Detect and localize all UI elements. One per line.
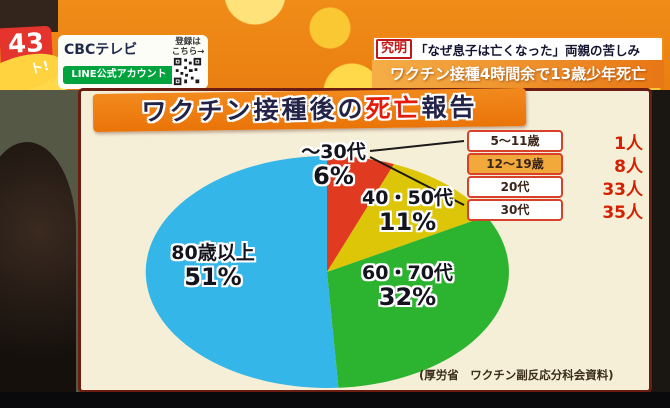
register-line2: こちら→	[171, 47, 205, 57]
line-account-label: LINE公式アカウント	[63, 66, 175, 84]
age-breakdown-table: 5〜11歳 1人 12〜19歳 8人 20代 33人 30代 35人	[467, 130, 647, 223]
death-count: 8人	[614, 156, 643, 177]
table-row: 5〜11歳 1人	[467, 130, 647, 154]
table-row: 20代 33人	[467, 176, 647, 200]
slice-name: 40・50代	[362, 187, 453, 209]
program-logo-text: ト!	[28, 58, 51, 78]
slice-percent: 32%	[378, 283, 437, 311]
slice-label-under30: 〜30代 6%	[286, 141, 381, 189]
slice-name: 60・70代	[362, 262, 453, 284]
slice-name: 〜30代	[301, 141, 366, 163]
qr-code	[172, 56, 203, 87]
news-headline-box: 究明 「なぜ息子は亡くなった」両親の苦しみ ワクチン接種4時間余で13歳少年死亡	[372, 36, 664, 90]
register-label: 登録は こちら→	[170, 37, 206, 57]
table-row: 12〜19歳 8人	[467, 153, 647, 177]
chart-title-pre: ワクチン接種後の	[141, 94, 366, 127]
death-count: 1人	[614, 133, 643, 154]
news-headline: 「なぜ息子は亡くなった」両親の苦しみ	[415, 42, 641, 58]
pie-slice-80plus	[145, 156, 339, 388]
news-tag: 究明	[376, 39, 413, 59]
slice-percent: 6%	[313, 162, 354, 190]
cbc-line-panel: CBCテレビ LINE公式アカウント 登録は こちら→	[58, 35, 208, 89]
broadcast-header: 43 ト! CBCテレビ LINE公式アカウント 登録は こちら→	[0, 0, 670, 100]
chart-title-highlight: 死亡	[365, 93, 422, 124]
slice-percent: 51%	[184, 263, 242, 291]
cbc-station-label: CBCテレビ	[64, 42, 138, 58]
age-range-label: 30代	[467, 199, 563, 221]
chart-title-post: 報告	[421, 92, 478, 123]
death-count: 35人	[602, 202, 643, 223]
age-range-label: 5〜11歳	[467, 130, 563, 152]
pie-slice-60-70	[327, 216, 509, 388]
register-line1: 登録は	[175, 37, 201, 47]
chart-title: ワクチン接種後の死亡報告	[92, 87, 527, 133]
slice-label-60-70: 60・70代 32%	[355, 262, 460, 310]
age-range-label: 12〜19歳	[467, 153, 563, 175]
slice-label-40-50: 40・50代 11%	[355, 187, 460, 235]
news-row-top: 究明 「なぜ息子は亡くなった」両親の苦しみ	[372, 36, 664, 60]
data-source-note: (厚労省 ワクチン副反応分科会資料)	[419, 368, 614, 382]
table-row: 30代 35人	[467, 199, 647, 223]
death-count: 33人	[602, 179, 643, 200]
slice-label-80plus: 80歳以上 51%	[157, 242, 269, 290]
person-silhouette	[0, 142, 76, 394]
infographic-panel: ワクチン接種後の死亡報告 〜30代 6% 40・50代 11% 60・70代 3…	[78, 87, 652, 393]
tv-bezel	[0, 392, 670, 408]
slice-percent: 11%	[378, 208, 437, 236]
slice-name: 80歳以上	[171, 242, 255, 264]
age-range-label: 20代	[467, 176, 563, 198]
news-subheadline: ワクチン接種4時間余で13歳少年死亡	[372, 60, 664, 88]
